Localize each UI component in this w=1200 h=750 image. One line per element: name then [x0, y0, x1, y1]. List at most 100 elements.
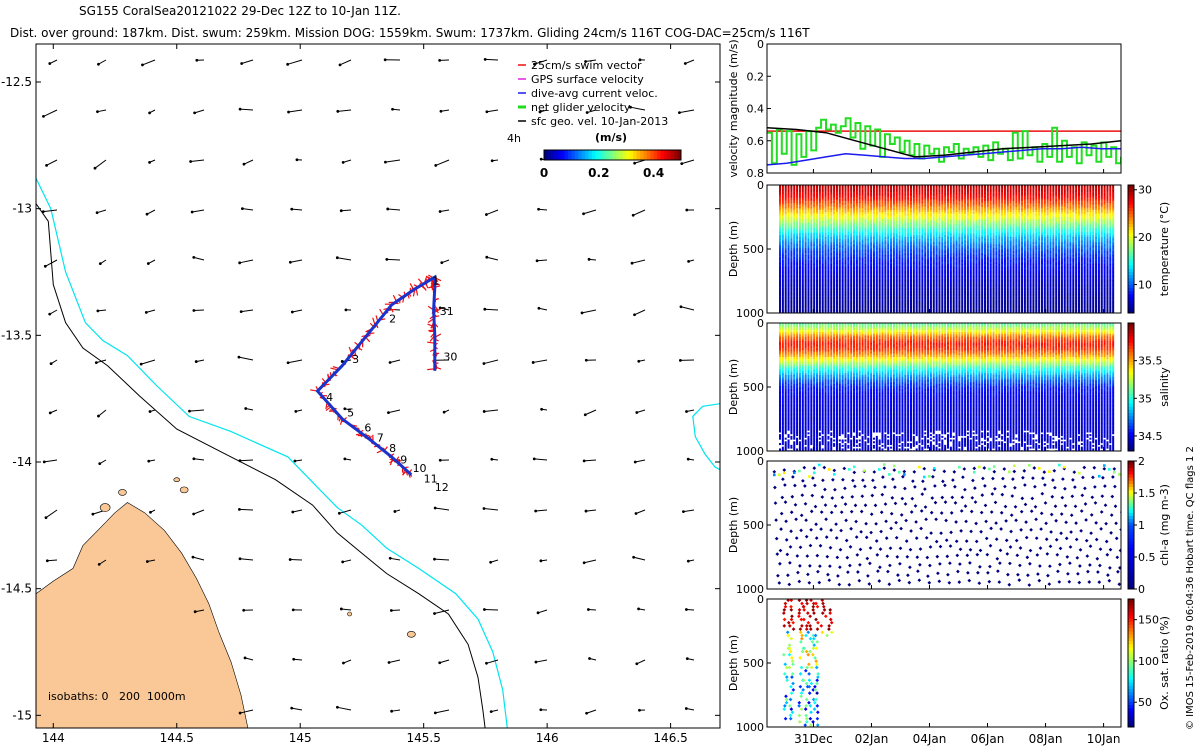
data-point [790, 201, 793, 204]
arrow-head [286, 361, 290, 365]
data-point [924, 285, 927, 288]
data-point [867, 288, 870, 291]
data-point [781, 271, 784, 274]
data-point [824, 242, 827, 245]
data-point [841, 242, 844, 245]
data-point [818, 235, 821, 238]
data-point [838, 231, 841, 234]
data-point [921, 271, 924, 274]
data-point [821, 281, 824, 284]
data-point [921, 292, 924, 295]
data-point [784, 192, 787, 195]
data-point [875, 247, 878, 250]
data-point [935, 274, 938, 277]
data-point [932, 197, 935, 200]
arrow-head [290, 310, 294, 314]
data-point [781, 258, 784, 261]
data-point [895, 242, 898, 245]
data-point [918, 190, 921, 193]
data-point [887, 231, 890, 234]
data-point [924, 240, 927, 243]
data-point [793, 297, 796, 300]
data-point [787, 208, 790, 211]
data-point [838, 294, 841, 297]
data-point [864, 193, 867, 196]
data-point [830, 299, 833, 302]
data-point [841, 185, 844, 187]
y-axis-label: velocity magnitude (m/s) [727, 39, 740, 177]
data-point [887, 249, 890, 252]
data-point [895, 310, 898, 313]
data-point [887, 245, 890, 248]
data-point [801, 285, 804, 288]
data-point [921, 190, 924, 193]
data-point [796, 306, 799, 309]
data-point [827, 278, 830, 281]
data-point [915, 276, 918, 279]
data-point [844, 240, 847, 243]
data-point [935, 228, 938, 231]
data-point [824, 197, 827, 200]
data-point [941, 285, 944, 288]
data-point [858, 231, 861, 234]
data-point [858, 206, 861, 209]
data-point [890, 193, 893, 196]
data-point [838, 254, 841, 257]
surface-velocity-arrows [41, 57, 695, 715]
data-point [938, 193, 941, 196]
arrow-head [238, 507, 241, 511]
data-point [884, 193, 887, 196]
geo-velocity-arrow [189, 409, 205, 412]
data-point [790, 272, 793, 275]
data-point [790, 204, 793, 207]
data-point [784, 220, 787, 223]
colorbar-cell [615, 150, 620, 160]
data-point [878, 288, 881, 291]
data-point [827, 215, 830, 218]
data-point [824, 283, 827, 286]
data-point [909, 290, 912, 293]
data-point [892, 251, 895, 254]
geo-velocity-arrow [483, 359, 499, 365]
data-point [904, 201, 907, 204]
data-point [833, 238, 836, 241]
data-point [841, 211, 844, 214]
data-point [924, 256, 927, 259]
data-point [784, 306, 787, 309]
data-point [895, 210, 898, 213]
data-point [830, 283, 833, 286]
data-point [878, 271, 881, 274]
data-point [912, 303, 915, 306]
data-point [853, 281, 856, 284]
arrow-head [679, 305, 683, 309]
data-point [787, 299, 790, 302]
data-point [841, 206, 844, 209]
data-point [790, 220, 793, 223]
data-point [944, 258, 947, 261]
data-point [827, 186, 830, 189]
data-point [850, 224, 853, 227]
data-point [833, 245, 836, 248]
data-point [796, 308, 799, 311]
data-point [835, 281, 838, 284]
arrow-head [288, 558, 292, 561]
data-point [853, 297, 856, 300]
data-point [827, 228, 830, 231]
data-point [793, 262, 796, 265]
geo-velocity-arrow [388, 409, 401, 414]
data-point [884, 186, 887, 189]
data-point [932, 249, 935, 252]
data-point [798, 211, 801, 214]
data-point [918, 287, 921, 290]
data-point [850, 217, 853, 220]
data-point [853, 211, 856, 214]
data-point [875, 305, 878, 308]
data-point [818, 305, 821, 308]
data-point [779, 247, 781, 250]
data-point [944, 290, 947, 293]
data-point [787, 204, 790, 207]
arrow-head [483, 57, 487, 61]
arrow-head [536, 611, 540, 615]
data-point [907, 238, 910, 241]
